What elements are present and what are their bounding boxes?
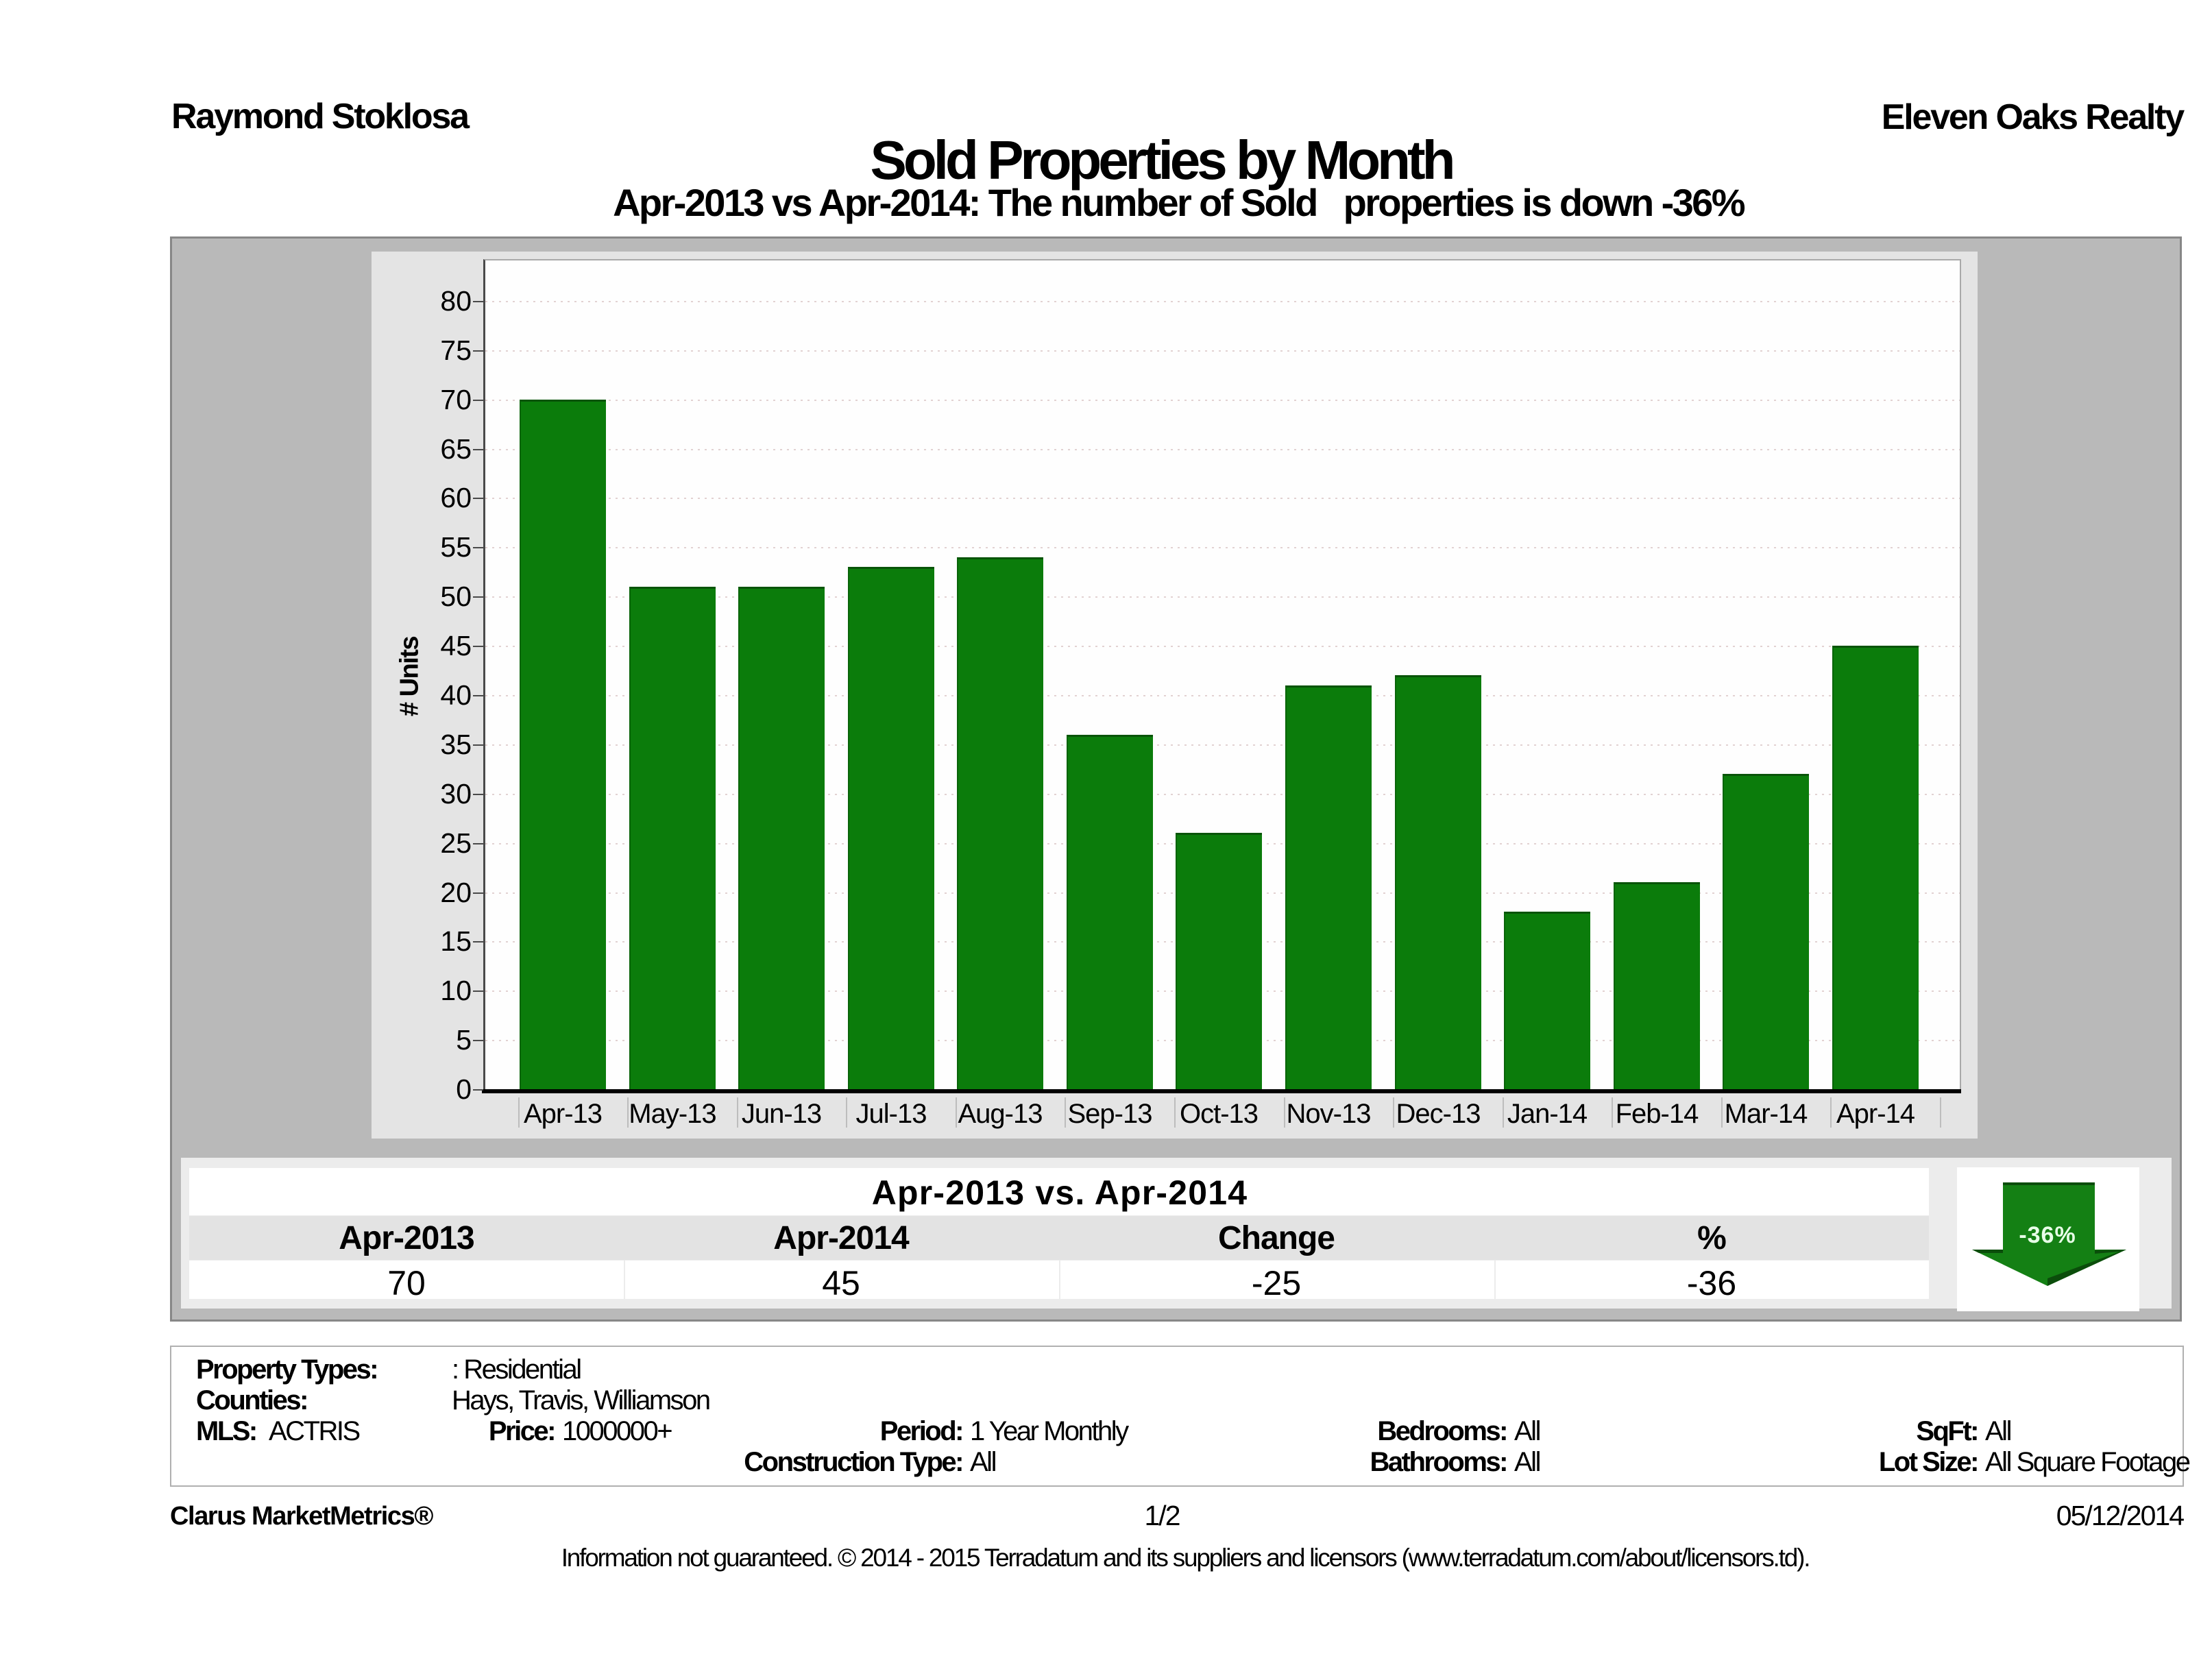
svg-text:-36%: -36%: [2019, 1222, 2076, 1248]
